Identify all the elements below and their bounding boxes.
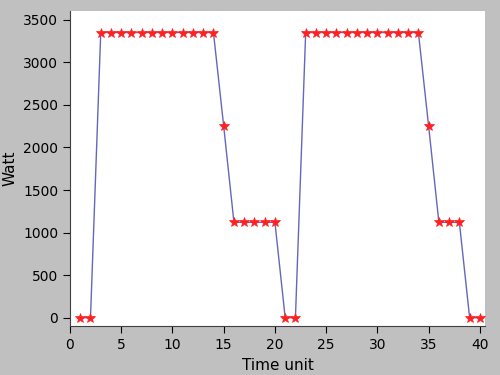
- Y-axis label: Watt: Watt: [2, 151, 18, 186]
- X-axis label: Time unit: Time unit: [242, 358, 314, 373]
